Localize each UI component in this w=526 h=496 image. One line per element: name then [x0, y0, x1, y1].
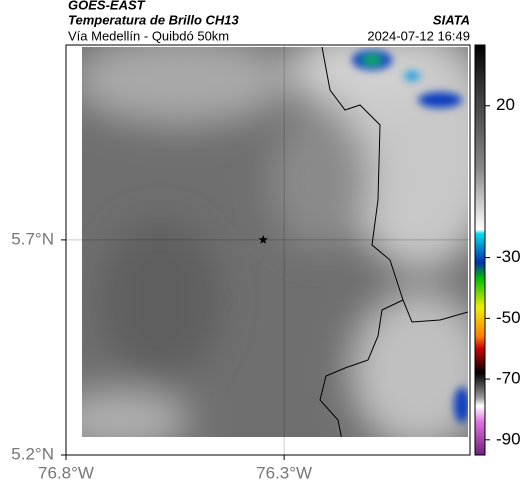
y-tick-label: 5.2°N — [11, 444, 54, 463]
location-marker — [258, 234, 268, 244]
x-tick-label: 76.3°W — [256, 463, 312, 482]
colorbar-tick-label: -90 — [496, 429, 521, 448]
y-tick-label: 5.7°N — [11, 229, 54, 248]
product: Temperatura de Brillo CH13 — [68, 12, 240, 27]
region: Vía Medellín - Quibdó 50km — [68, 28, 229, 43]
satellite: GOES-EAST — [68, 0, 146, 12]
datetime: 2024-07-12 16:49 — [367, 28, 470, 43]
colorbar-tick-label: 20 — [496, 95, 515, 114]
colorbar-tick-label: -30 — [496, 247, 521, 266]
map-frame — [65, 44, 471, 456]
colorbar-tick-label: -70 — [496, 369, 521, 388]
imagery — [82, 47, 468, 437]
colorbar-tick-label: -50 — [496, 308, 521, 327]
x-tick-label: 76.8°W — [38, 463, 94, 482]
colorbar — [474, 44, 486, 456]
source: SIATA — [433, 12, 470, 27]
